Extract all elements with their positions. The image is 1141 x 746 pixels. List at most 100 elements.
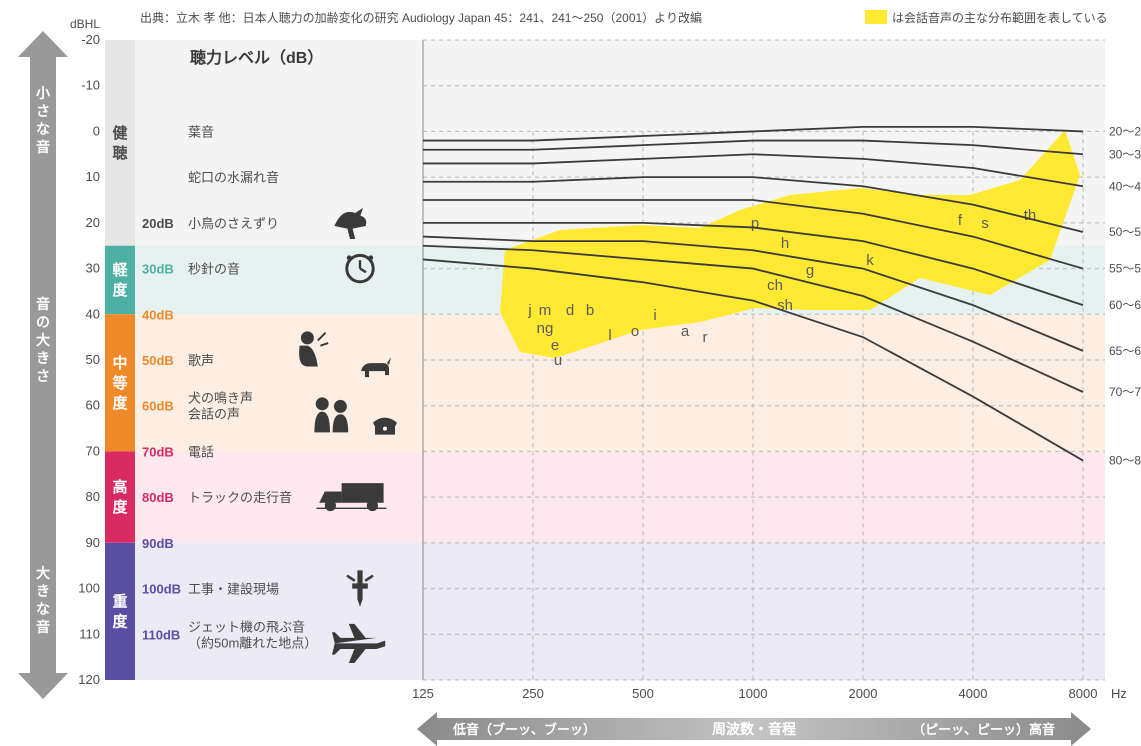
y-tick-label: 100 xyxy=(78,581,100,596)
svg-text:の: の xyxy=(36,314,50,330)
severity-tab-label: 中 xyxy=(112,354,127,372)
svg-text:音: 音 xyxy=(36,296,50,312)
severity-tab-label: 度 xyxy=(112,498,128,516)
db-marker: 40dB xyxy=(142,307,174,322)
phoneme: b xyxy=(586,302,594,319)
age-curve-label: 80～84歳 xyxy=(1109,454,1141,468)
db-marker: 100dB xyxy=(142,582,181,597)
sound-example-label: 葉音 xyxy=(188,124,214,139)
severity-tab-label: 聴 xyxy=(112,145,127,162)
severity-tab-label: 度 xyxy=(112,612,128,630)
sound-example-label: （約50m離れた地点） xyxy=(188,635,317,650)
phoneme: j xyxy=(527,302,531,319)
age-curve-label: 40～44歳 xyxy=(1109,179,1141,193)
y-tick-label: -20 xyxy=(81,32,100,47)
age-curve-label: 60～64歳 xyxy=(1109,298,1141,312)
y-tick-label: 0 xyxy=(93,123,100,138)
phoneme: m xyxy=(539,302,552,319)
sound-example-label: トラックの走行音 xyxy=(188,490,292,505)
db-marker: 70dB xyxy=(142,444,174,459)
x-tick-label: 500 xyxy=(632,686,654,701)
svg-text:な: な xyxy=(36,601,50,617)
age-curve-label: 50～54歳 xyxy=(1109,225,1141,239)
x-tick-label: 2000 xyxy=(849,686,878,701)
phoneme: k xyxy=(866,252,874,269)
phoneme: h xyxy=(781,235,789,252)
severity-tab xyxy=(105,40,135,246)
phoneme: l xyxy=(608,327,611,344)
svg-text:音: 音 xyxy=(36,619,50,635)
sound-example-label: 歌声 xyxy=(188,353,214,368)
db-marker: 80dB xyxy=(142,490,174,505)
phone-icon xyxy=(373,418,397,435)
x-tick-label: 8000 xyxy=(1069,686,1098,701)
x-axis-low-label: 低音（ブーッ、ブーッ） xyxy=(452,722,596,737)
severity-tab xyxy=(105,246,135,315)
sound-example-label: 工事・建設現場 xyxy=(188,582,279,597)
db-marker: 90dB xyxy=(142,536,174,551)
sound-example-label: 蛇口の水漏れ音 xyxy=(188,170,279,185)
y-tick-label: 110 xyxy=(79,626,100,641)
phoneme: ch xyxy=(767,277,783,294)
y-tick-label: 120 xyxy=(78,672,100,687)
severity-tab-label: 軽 xyxy=(112,262,128,279)
severity-band xyxy=(105,543,1105,680)
y-axis-unit: dBHL xyxy=(70,17,100,31)
x-tick-label: 125 xyxy=(412,686,434,701)
chart-title: 聴力レベル（dB） xyxy=(190,48,323,67)
x-axis-unit: Hz xyxy=(1111,686,1127,701)
phoneme: o xyxy=(631,323,639,340)
sound-example-label: 電話 xyxy=(188,444,214,459)
svg-text:大: 大 xyxy=(36,565,50,581)
y-tick-label: 60 xyxy=(86,398,100,413)
phoneme: a xyxy=(681,323,690,340)
svg-text:小: 小 xyxy=(36,85,50,101)
severity-tab xyxy=(105,543,135,680)
db-marker: 30dB xyxy=(142,262,174,277)
age-curve-label: 70～74歳 xyxy=(1109,385,1141,399)
svg-text:さ: さ xyxy=(36,368,50,384)
severity-tab-label: 高 xyxy=(112,478,127,496)
phoneme: d xyxy=(566,302,574,319)
age-curve-label: 65～69歳 xyxy=(1109,344,1141,358)
y-tick-label: 40 xyxy=(86,306,100,321)
svg-text:き: き xyxy=(36,583,50,599)
svg-text:な: な xyxy=(36,121,50,137)
phoneme: r xyxy=(703,329,708,346)
svg-text:さ: さ xyxy=(36,103,50,119)
phoneme: g xyxy=(806,262,814,279)
y-tick-label: 20 xyxy=(86,215,100,230)
age-curve-label: 55～59歳 xyxy=(1109,262,1141,276)
phoneme: ng xyxy=(537,320,554,337)
phoneme: i xyxy=(653,307,656,324)
severity-tab-label: 健 xyxy=(112,124,127,142)
x-tick-label: 250 xyxy=(522,686,544,701)
sound-example-label: ジェット機の飛ぶ音 xyxy=(188,619,305,634)
db-marker: 50dB xyxy=(142,353,174,368)
db-marker: 20dB xyxy=(142,216,174,231)
y-tick-label: 90 xyxy=(86,535,100,550)
y-tick-label: 30 xyxy=(86,261,100,276)
age-curve-label: 20～24歳 xyxy=(1109,124,1141,138)
svg-text:音: 音 xyxy=(36,139,50,155)
severity-tab-label: 度 xyxy=(112,394,128,412)
db-marker: 60dB xyxy=(142,399,174,414)
x-axis-high-label: （ピーッ、ピーッ）高音 xyxy=(912,722,1055,737)
source-citation: 出典：立木 孝 他：日本人聴力の加齢変化の研究 Audiology Japan … xyxy=(140,10,702,25)
y-tick-label: 10 xyxy=(86,169,100,184)
sound-example-label: 秒針の音 xyxy=(188,262,240,277)
severity-tab-label: 重 xyxy=(112,592,127,610)
phoneme: s xyxy=(981,215,989,232)
severity-tab xyxy=(105,451,135,542)
x-axis-label: 周波数・音程 xyxy=(712,721,796,737)
severity-tab-label: 度 xyxy=(112,281,128,299)
svg-text:き: き xyxy=(36,350,50,366)
db-marker: 110dB xyxy=(142,627,180,642)
y-tick-label: -10 xyxy=(81,78,100,93)
sound-example-label: 犬の鳴き声 xyxy=(188,391,253,406)
phoneme: u xyxy=(554,352,562,369)
phoneme: p xyxy=(751,215,759,232)
legend-swatch xyxy=(865,10,887,24)
y-tick-label: 80 xyxy=(86,489,100,504)
age-curve-label: 30～34歳 xyxy=(1109,147,1141,161)
